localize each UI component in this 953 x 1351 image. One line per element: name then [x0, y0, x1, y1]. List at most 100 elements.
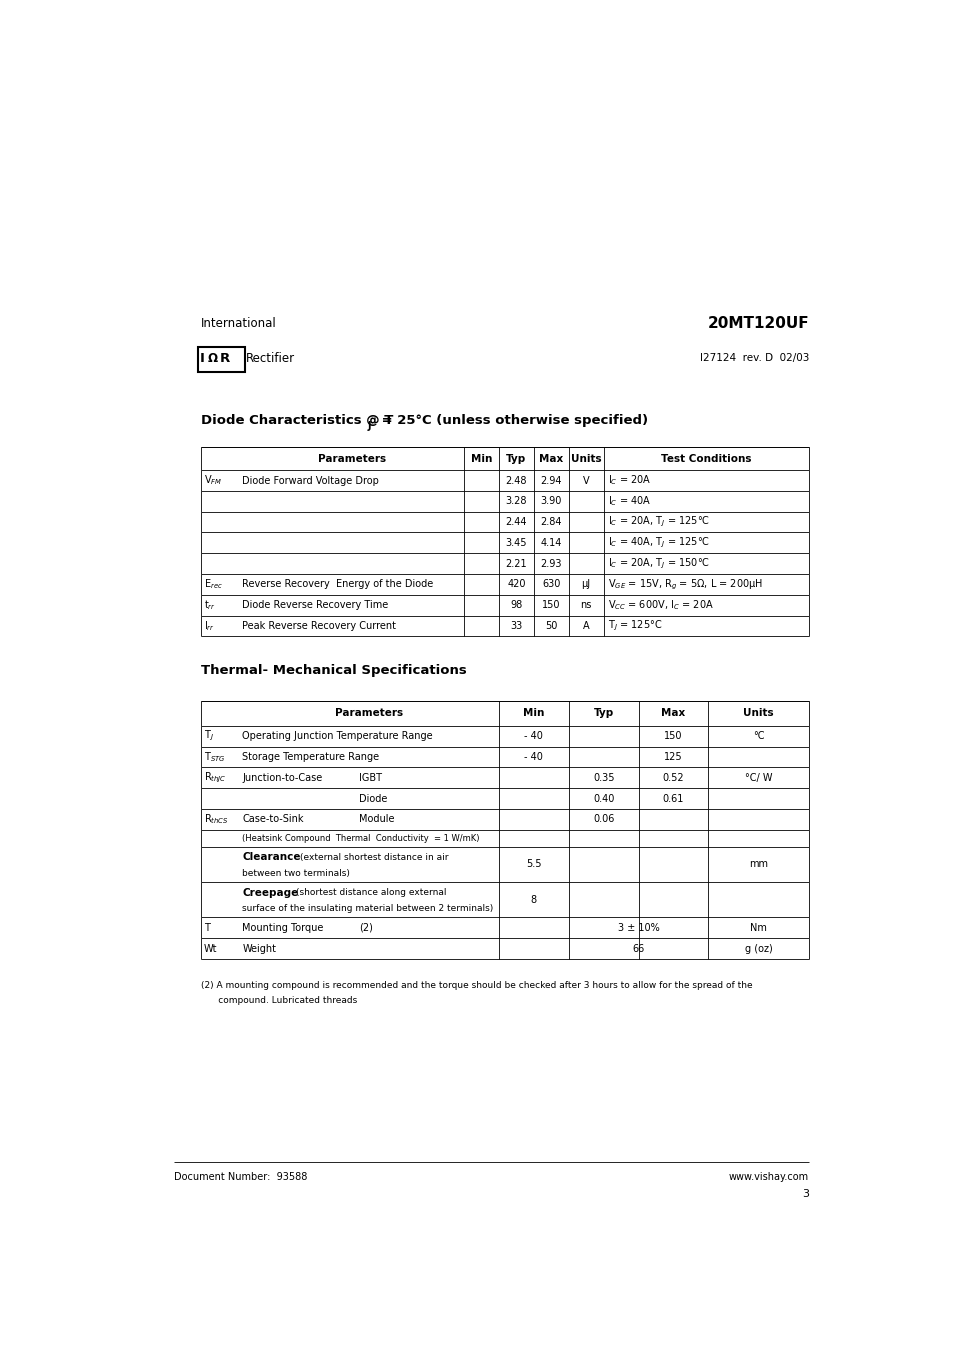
Text: Units: Units — [570, 454, 601, 463]
Text: Parameters: Parameters — [317, 454, 385, 463]
Text: I$_C$ = 40A: I$_C$ = 40A — [608, 494, 651, 508]
Text: 4.14: 4.14 — [540, 538, 561, 549]
Text: T$_{STG}$: T$_{STG}$ — [204, 750, 225, 763]
Text: (2) A mounting compound is recommended and the torque should be checked after 3 : (2) A mounting compound is recommended a… — [200, 981, 752, 990]
Text: ns: ns — [579, 600, 591, 611]
Text: mm: mm — [748, 859, 767, 869]
Text: Diode Forward Voltage Drop: Diode Forward Voltage Drop — [242, 476, 379, 485]
Text: IGBT: IGBT — [359, 773, 382, 782]
Text: Reverse Recovery  Energy of the Diode: Reverse Recovery Energy of the Diode — [242, 580, 434, 589]
Text: V$_{GE}$ = 15V, R$_g$ = 5Ω, L = 200μH: V$_{GE}$ = 15V, R$_g$ = 5Ω, L = 200μH — [608, 577, 762, 592]
Text: I$_C$ = 20A, T$_J$ = 125°C: I$_C$ = 20A, T$_J$ = 125°C — [608, 515, 710, 530]
Text: 0.40: 0.40 — [593, 793, 614, 804]
Text: g (oz): g (oz) — [744, 944, 772, 954]
Text: Min: Min — [522, 708, 544, 719]
Text: R$_{thCS}$: R$_{thCS}$ — [204, 812, 228, 827]
Text: Creepage: Creepage — [242, 888, 298, 897]
Text: Diode: Diode — [359, 793, 388, 804]
Text: Weight: Weight — [242, 944, 276, 954]
Text: R$_{thJC}$: R$_{thJC}$ — [204, 770, 226, 785]
Text: I: I — [199, 353, 205, 365]
Text: Diode Reverse Recovery Time: Diode Reverse Recovery Time — [242, 600, 388, 611]
Text: Junction-to-Case: Junction-to-Case — [242, 773, 322, 782]
Text: Ω: Ω — [208, 353, 217, 365]
Text: Peak Reverse Recovery Current: Peak Reverse Recovery Current — [242, 621, 396, 631]
Text: V$_{CC}$ = 600V, I$_C$ = 20A: V$_{CC}$ = 600V, I$_C$ = 20A — [608, 598, 714, 612]
Text: I$_C$ = 20A, T$_J$ = 150°C: I$_C$ = 20A, T$_J$ = 150°C — [608, 557, 710, 571]
Text: Thermal- Mechanical Specifications: Thermal- Mechanical Specifications — [200, 663, 466, 677]
Text: Storage Temperature Range: Storage Temperature Range — [242, 753, 379, 762]
Text: International: International — [200, 317, 276, 331]
Text: Min: Min — [471, 454, 492, 463]
Text: 2.84: 2.84 — [540, 517, 561, 527]
Text: A: A — [582, 621, 589, 631]
Text: Case-to-Sink: Case-to-Sink — [242, 815, 304, 824]
Bar — [198, 347, 245, 372]
Text: 150: 150 — [663, 731, 682, 742]
Text: between two terminals): between two terminals) — [242, 869, 350, 878]
Text: Max: Max — [538, 454, 563, 463]
Text: Wt: Wt — [204, 944, 217, 954]
Text: 420: 420 — [507, 580, 525, 589]
Text: 98: 98 — [510, 600, 522, 611]
Text: 3.28: 3.28 — [505, 496, 527, 507]
Text: 0.52: 0.52 — [662, 773, 683, 782]
Text: Rectifier: Rectifier — [245, 353, 294, 365]
Text: (shortest distance along external: (shortest distance along external — [295, 888, 446, 897]
Text: surface of the insulating material between 2 terminals): surface of the insulating material betwe… — [242, 904, 494, 913]
Text: V: V — [582, 476, 589, 485]
Text: T: T — [204, 923, 210, 934]
Text: 3 ± 10%: 3 ± 10% — [617, 923, 659, 934]
Text: 2.94: 2.94 — [540, 476, 561, 485]
Text: 66: 66 — [632, 944, 644, 954]
Text: 2.21: 2.21 — [505, 559, 527, 569]
Text: (Heatsink Compound  Thermal  Conductivity  = 1 W/mK): (Heatsink Compound Thermal Conductivity … — [242, 834, 479, 843]
Text: www.vishay.com: www.vishay.com — [728, 1171, 808, 1182]
Text: (external shortest distance in air: (external shortest distance in air — [299, 852, 448, 862]
Text: °C/ W: °C/ W — [744, 773, 772, 782]
Text: E$_{rec}$: E$_{rec}$ — [204, 578, 222, 592]
Text: I$_C$ = 40A, T$_J$ = 125°C: I$_C$ = 40A, T$_J$ = 125°C — [608, 536, 710, 550]
Text: - 40: - 40 — [524, 753, 543, 762]
Text: 2.44: 2.44 — [505, 517, 527, 527]
Text: Document Number:  93588: Document Number: 93588 — [173, 1171, 307, 1182]
Text: Typ: Typ — [506, 454, 526, 463]
Text: Units: Units — [742, 708, 773, 719]
Text: Clearance: Clearance — [242, 852, 300, 862]
Text: 2.93: 2.93 — [540, 559, 561, 569]
Text: Operating Junction Temperature Range: Operating Junction Temperature Range — [242, 731, 433, 742]
Text: I$_{rr}$: I$_{rr}$ — [204, 619, 214, 634]
Text: T$_J$: T$_J$ — [204, 730, 213, 743]
Text: Parameters: Parameters — [335, 708, 403, 719]
Text: 3.90: 3.90 — [540, 496, 561, 507]
Text: 20MT120UF: 20MT120UF — [706, 316, 808, 331]
Text: t$_{rr}$: t$_{rr}$ — [204, 598, 215, 612]
Text: 3.45: 3.45 — [505, 538, 527, 549]
Text: 5.5: 5.5 — [525, 859, 541, 869]
Text: 3: 3 — [801, 1189, 808, 1198]
Text: - 40: - 40 — [524, 731, 543, 742]
Text: 150: 150 — [541, 600, 560, 611]
Text: °C: °C — [752, 731, 763, 742]
Text: 0.35: 0.35 — [592, 773, 614, 782]
Text: V$_{FM}$: V$_{FM}$ — [204, 474, 222, 488]
Text: I$_C$ = 20A: I$_C$ = 20A — [608, 474, 651, 488]
Text: (2): (2) — [359, 923, 373, 934]
Text: 0.61: 0.61 — [662, 793, 683, 804]
Text: compound. Lubricated threads: compound. Lubricated threads — [200, 996, 356, 1005]
Text: Max: Max — [660, 708, 685, 719]
Text: Diode Characteristics @ T: Diode Characteristics @ T — [200, 413, 393, 427]
Text: 33: 33 — [510, 621, 522, 631]
Text: Typ: Typ — [593, 708, 613, 719]
Text: Mounting Torque: Mounting Torque — [242, 923, 323, 934]
Text: J: J — [367, 422, 371, 431]
Text: 8: 8 — [530, 894, 537, 905]
Text: T$_J$ = 125°C: T$_J$ = 125°C — [608, 619, 662, 634]
Text: μJ: μJ — [581, 580, 590, 589]
Text: R: R — [220, 353, 230, 365]
Text: 630: 630 — [541, 580, 560, 589]
Text: I27124  rev. D  02/03: I27124 rev. D 02/03 — [699, 354, 808, 363]
Text: Nm: Nm — [749, 923, 766, 934]
Text: Module: Module — [359, 815, 395, 824]
Text: 0.06: 0.06 — [593, 815, 614, 824]
